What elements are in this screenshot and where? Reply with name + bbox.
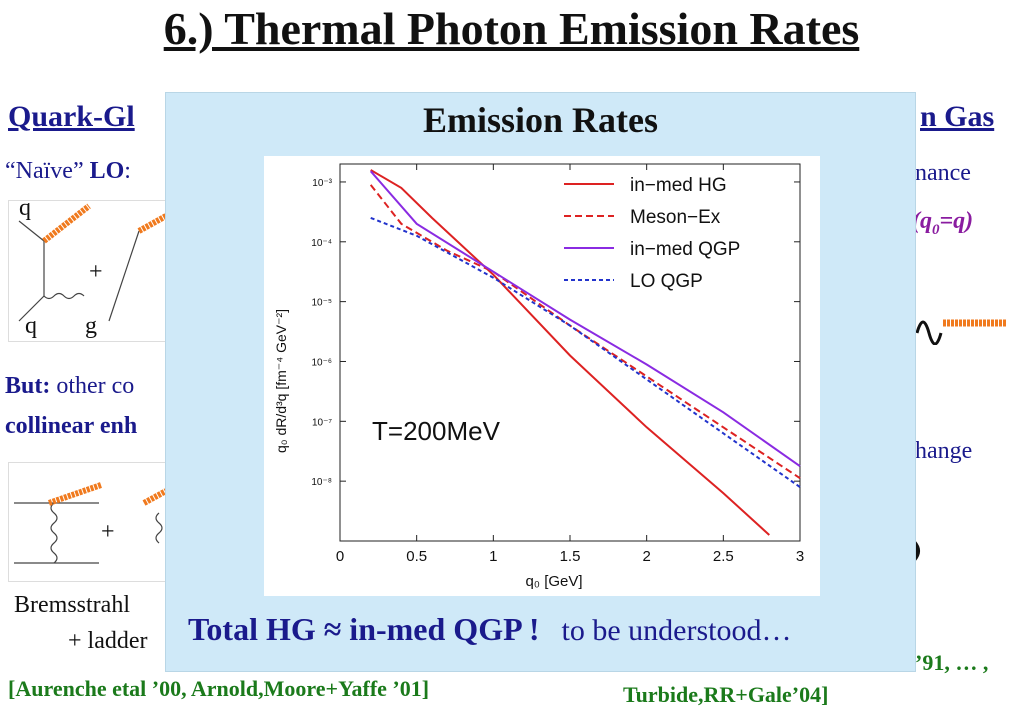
feynman-lo-svg bbox=[18, 203, 168, 322]
series-line-in-med-hg bbox=[370, 169, 770, 536]
but-rest: other co bbox=[50, 373, 135, 399]
right-exchange: hange bbox=[915, 438, 973, 464]
feynman-diagram-brems: + bbox=[8, 462, 168, 582]
chart-container: 0 0.5 1 1.5 2 2.5 3 10⁻³ 10⁻⁴ 10⁻⁵ 10⁻⁶ 10⁻⁷ 10⁻⁸ i… bbox=[264, 156, 820, 596]
y-tick-label: 10⁻⁴ bbox=[311, 238, 332, 249]
ladder-text: + ladder bbox=[68, 628, 148, 654]
y-tick-label: 10⁻⁶ bbox=[311, 357, 332, 368]
reference-right-2: Turbide,RR+Gale’04] bbox=[623, 682, 829, 707]
panel-title: Emission Rates bbox=[422, 100, 659, 140]
plus-sign: + bbox=[89, 259, 103, 285]
photon-wave-icon bbox=[915, 319, 1007, 345]
right-q0-suffix: =q) bbox=[939, 208, 974, 234]
reference-left: [Aurenche etal ’00, Arnold,Moore+Yaffe ’… bbox=[8, 676, 430, 701]
emission-rate-chart: 0 0.5 1 1.5 2 2.5 3 10⁻³ 10⁻⁴ 10⁻⁵ 10⁻⁶ 10⁻⁷ 10⁻⁸ i… bbox=[273, 163, 804, 590]
label-g: g bbox=[85, 313, 97, 339]
y-axis-label: q₀ dR/d³q [fm⁻⁴ GeV⁻²] bbox=[273, 309, 289, 453]
panel-bottom-line: Total HG ≈ in-med QGP ! to be understood… bbox=[188, 611, 791, 648]
x-tick-label: 3 bbox=[796, 548, 804, 565]
y-tick-label: 10⁻⁵ bbox=[311, 298, 332, 309]
x-tick-label: 0.5 bbox=[406, 548, 427, 565]
legend-label: in−med QGP bbox=[630, 239, 740, 260]
series-layer bbox=[369, 169, 801, 536]
chart-legend: in−med HG Meson−Ex in−med QGP LO QGP bbox=[564, 175, 740, 292]
emission-rates-panel: Emission Rates 0 0.5 1 1.5 2 2.5 3 10⁻³ 10⁻⁴ 10⁻… bbox=[165, 92, 916, 672]
left-heading: Quark-Gl bbox=[8, 100, 135, 133]
but-bold: But: bbox=[5, 373, 51, 399]
naive-lo-suffix: : bbox=[124, 158, 131, 184]
y-tick-label: 10⁻³ bbox=[312, 178, 332, 189]
legend-label: in−med HG bbox=[630, 175, 727, 196]
series-line-meson-ex bbox=[369, 184, 801, 480]
y-axis-ticks: 10⁻³ 10⁻⁴ 10⁻⁵ 10⁻⁶ 10⁻⁷ 10⁻⁸ bbox=[311, 178, 800, 488]
y-tick-label: 10⁻⁸ bbox=[311, 477, 332, 488]
series-line-in-med-qgp bbox=[369, 170, 801, 468]
legend-label: Meson−Ex bbox=[630, 207, 721, 228]
series-line-lo-qgp bbox=[370, 216, 801, 488]
x-tick-label: 1 bbox=[489, 548, 497, 565]
slide-title: 6.) Thermal Photon Emission Rates bbox=[163, 3, 860, 54]
label-q-top: q bbox=[19, 195, 31, 221]
naive-lo-bold: LO bbox=[89, 158, 125, 184]
naive-lo-prefix: “Naïve” bbox=[5, 158, 84, 184]
bottom-strong-text: Total HG ≈ in-med QGP ! bbox=[188, 611, 540, 647]
right-line1: nance bbox=[915, 160, 971, 186]
x-axis-label: q₀ [GeV] bbox=[525, 573, 582, 590]
x-tick-label: 2 bbox=[642, 548, 650, 565]
right-q0-sub: 0 bbox=[932, 221, 940, 238]
right-q0-line: (q0=q) bbox=[912, 208, 973, 239]
plot-border bbox=[339, 163, 801, 542]
x-tick-label: 2.5 bbox=[713, 548, 734, 565]
y-tick-label: 10⁻⁷ bbox=[312, 417, 332, 428]
right-heading: n Gas bbox=[920, 100, 995, 133]
x-axis-ticks: 0 0.5 1 1.5 2 2.5 3 bbox=[336, 164, 804, 565]
reference-right-1: ’91, … , bbox=[915, 650, 989, 675]
right-q0: (q bbox=[912, 208, 932, 234]
plot-frame bbox=[339, 163, 801, 542]
legend-label: LO QGP bbox=[630, 271, 703, 292]
but-line: But: other co bbox=[5, 373, 134, 400]
x-tick-label: 1.5 bbox=[560, 548, 581, 565]
temperature-annotation: T=200MeV bbox=[372, 416, 501, 446]
bottom-weak-text: to be understood… bbox=[561, 614, 792, 647]
label-q-bottom: q bbox=[25, 313, 37, 339]
collinear-line: collinear enh bbox=[5, 413, 138, 439]
plus-sign-brems: + bbox=[101, 519, 115, 545]
naive-lo-line: “Naïve” LO: bbox=[5, 158, 131, 185]
x-tick-label: 0 bbox=[336, 548, 344, 565]
feynman-diagram-lo: q + q g bbox=[8, 195, 168, 342]
feynman-brems-svg bbox=[14, 482, 168, 564]
bremsstrahl-text: Bremsstrahl bbox=[14, 592, 130, 618]
